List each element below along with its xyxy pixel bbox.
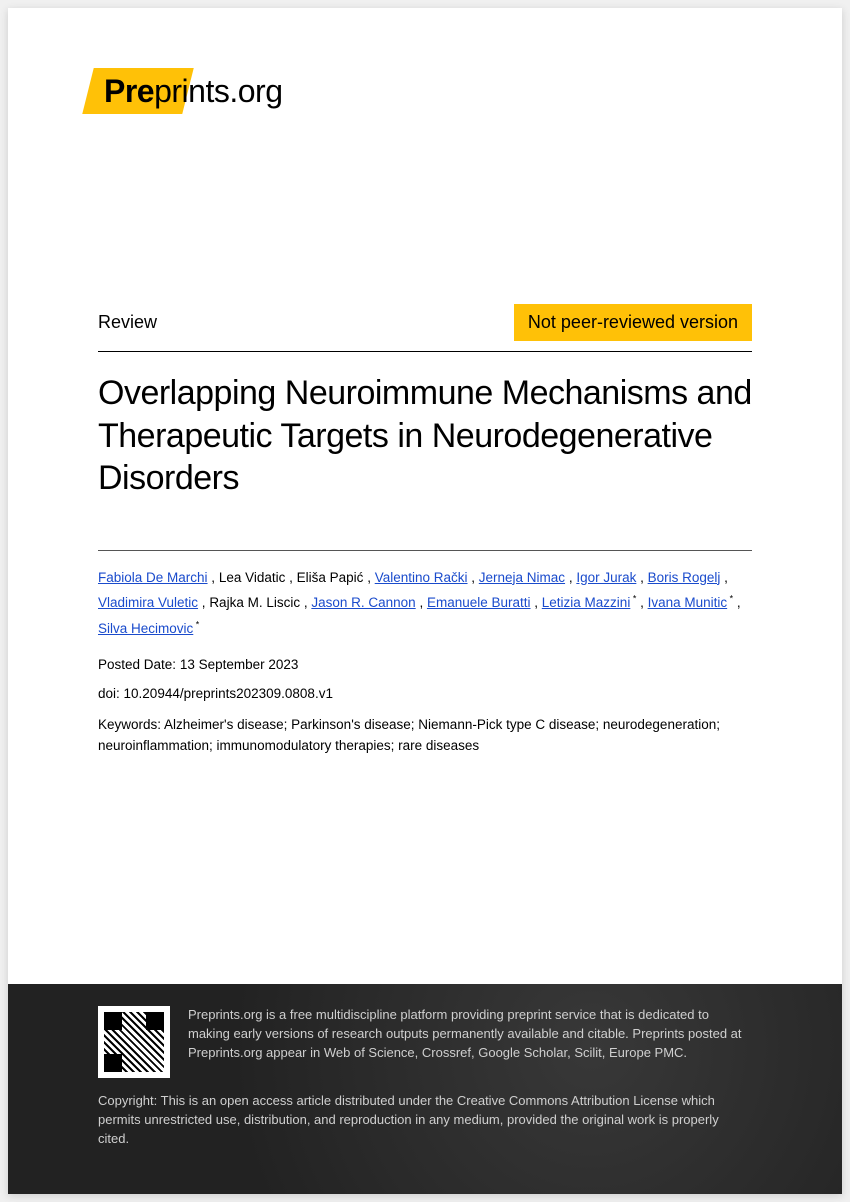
keywords-label: Keywords: (98, 717, 164, 732)
site-logo: Preprints.org (98, 68, 752, 114)
author-name: Eliša Papić (297, 570, 364, 585)
author-link[interactable]: Emanuele Buratti (427, 595, 531, 610)
author-name: Rajka M. Liscic (209, 595, 300, 610)
keywords: Keywords: Alzheimer's disease; Parkinson… (98, 715, 752, 756)
divider (98, 550, 752, 551)
qr-code-icon (98, 1006, 170, 1078)
footer-description: Preprints.org is a free multidiscipline … (188, 1006, 752, 1078)
author-link[interactable]: Vladimira Vuletic (98, 595, 198, 610)
posted-date-value: 13 September 2023 (180, 657, 299, 672)
doi-label: doi: (98, 686, 124, 701)
corresponding-star-icon: * (727, 594, 733, 604)
author-list: Fabiola De Marchi , Lea Vidatic , Eliša … (98, 565, 752, 642)
corresponding-star-icon: * (630, 594, 636, 604)
page: Preprints.org Review Not peer-reviewed v… (8, 8, 842, 1194)
divider (98, 351, 752, 352)
author-link[interactable]: Valentino Rački (375, 570, 468, 585)
author-name: Lea Vidatic (219, 570, 286, 585)
author-link[interactable]: Silva Hecimovic (98, 621, 193, 636)
logo-badge: Preprints.org (98, 68, 282, 114)
posted-date: Posted Date: 13 September 2023 (98, 657, 752, 672)
logo-text: Preprints.org (98, 73, 282, 109)
content-area: Preprints.org Review Not peer-reviewed v… (8, 8, 842, 756)
doi: doi: 10.20944/preprints202309.0808.v1 (98, 686, 752, 701)
author-link[interactable]: Fabiola De Marchi (98, 570, 208, 585)
logo-pre: Pre (104, 73, 154, 109)
copyright-text: Copyright: This is an open access articl… (98, 1092, 752, 1149)
footer-top: Preprints.org is a free multidiscipline … (98, 1006, 752, 1078)
keywords-value: Alzheimer's disease; Parkinson's disease… (98, 717, 720, 752)
document-type: Review (98, 312, 157, 333)
author-link[interactable]: Jerneja Nimac (479, 570, 565, 585)
article-title: Overlapping Neuroimmune Mechanisms and T… (98, 372, 752, 500)
author-link[interactable]: Jason R. Cannon (311, 595, 415, 610)
author-link[interactable]: Igor Jurak (576, 570, 636, 585)
author-link[interactable]: Ivana Munitic (648, 595, 728, 610)
logo-suffix: prints.org (154, 73, 282, 109)
header-row: Review Not peer-reviewed version (98, 304, 752, 341)
author-link[interactable]: Letizia Mazzini (542, 595, 631, 610)
posted-date-label: Posted Date: (98, 657, 180, 672)
doi-value: 10.20944/preprints202309.0808.v1 (124, 686, 333, 701)
author-link[interactable]: Boris Rogelj (648, 570, 721, 585)
footer: Preprints.org is a free multidiscipline … (8, 984, 842, 1194)
peer-review-badge: Not peer-reviewed version (514, 304, 752, 341)
corresponding-star-icon: * (193, 619, 199, 629)
